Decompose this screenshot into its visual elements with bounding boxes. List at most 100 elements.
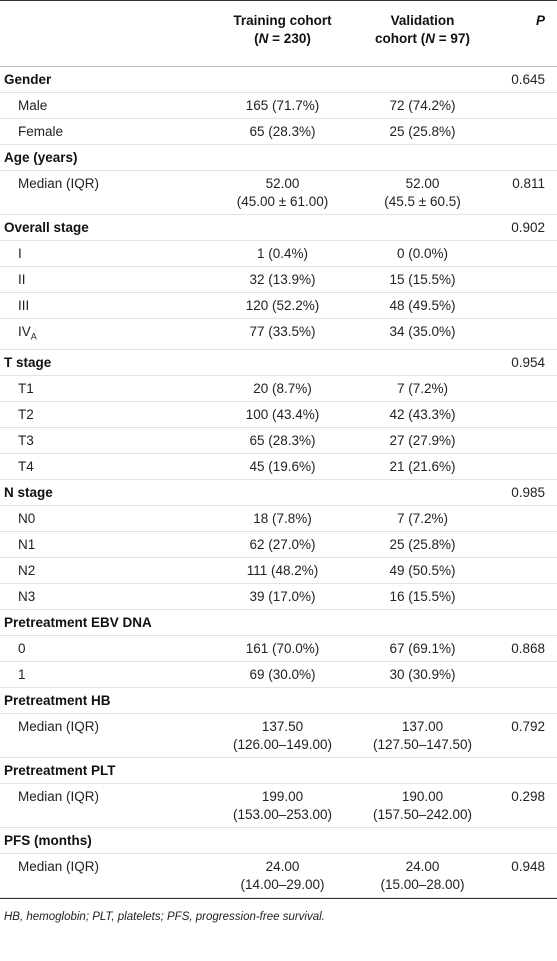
row-label: N2	[18, 562, 36, 578]
p-value	[490, 267, 557, 293]
cell-text: (127.50–147.50)	[372, 736, 473, 752]
header-cell: Training cohort (N = 230)	[210, 1, 355, 67]
data-row: I 1 (0.4%) 0 (0.0%)	[0, 241, 557, 267]
cell-text: 165 (71.7%)	[245, 98, 320, 113]
cell	[355, 609, 490, 635]
row-label: Female	[18, 124, 64, 139]
row-label: T3	[18, 432, 34, 448]
cell-text: 65 (28.3%)	[249, 124, 316, 139]
validation-cell: 49 (50.5%)	[355, 557, 490, 583]
row-label: T1	[18, 380, 34, 396]
cell	[355, 215, 490, 241]
cell-text: 65 (28.3%)	[249, 432, 316, 448]
cell-text: (45.5 ± 60.5)	[384, 194, 461, 209]
data-row: T2 100 (43.4%) 42 (43.3%)	[0, 401, 557, 428]
training-cell: 52.00 (45.00 ± 61.00)	[210, 171, 355, 215]
cell	[210, 215, 355, 241]
validation-cell: 34 (35.0%)	[355, 319, 490, 350]
row-label: 1	[18, 666, 26, 682]
cell-text: 48 (49.5%)	[389, 298, 456, 313]
cell-text: 34 (35.0%)	[389, 324, 456, 339]
section-row: N stage 0.985	[0, 479, 557, 506]
p-value: 0.645	[511, 72, 545, 87]
cell-text: 21 (21.6%)	[389, 458, 456, 474]
cell-text: 1 (0.4%)	[256, 246, 309, 261]
training-cell: 39 (17.0%)	[210, 583, 355, 609]
p-value	[490, 375, 557, 401]
section-title: Pretreatment HB	[4, 692, 111, 708]
validation-cell: 0 (0.0%)	[355, 241, 490, 267]
cell	[210, 349, 355, 375]
section-row: Overall stage 0.902	[0, 215, 557, 241]
p-value: 0.985	[511, 484, 545, 500]
cell-text: 52.00	[265, 176, 300, 191]
validation-cell: 25 (25.8%)	[355, 119, 490, 145]
validation-cell: 15 (15.5%)	[355, 267, 490, 293]
p-value	[490, 827, 557, 853]
cell-text: 120 (52.2%)	[245, 298, 320, 313]
training-cell: 24.00 (14.00–29.00)	[210, 853, 355, 897]
cell	[210, 479, 355, 505]
cell-text: 0 (0.0%)	[396, 246, 449, 261]
validation-cell: 7 (7.2%)	[355, 505, 490, 531]
data-row: II 32 (13.9%) 15 (15.5%)	[0, 267, 557, 293]
cell	[355, 757, 490, 783]
header-text: = 230)	[268, 31, 311, 46]
label-subscript: A	[30, 331, 37, 342]
validation-cell: 67 (69.1%)	[355, 635, 490, 661]
cell-text: 18 (7.8%)	[253, 510, 312, 526]
cell-text: 45 (19.6%)	[249, 458, 316, 474]
cell	[210, 687, 355, 713]
cell-text: (14.00–29.00)	[240, 876, 325, 892]
section-row: Pretreatment HB	[0, 687, 557, 714]
cell	[210, 67, 355, 93]
p-value: 0.948	[511, 858, 545, 874]
p-value	[490, 401, 557, 427]
section-title: Gender	[4, 72, 52, 87]
validation-cell: 21 (21.6%)	[355, 453, 490, 479]
cell-text: (126.00–149.00)	[232, 736, 333, 752]
p-value	[490, 319, 557, 350]
cell-text: 25 (25.8%)	[389, 124, 456, 139]
training-cell: 18 (7.8%)	[210, 505, 355, 531]
header-cell	[0, 1, 210, 67]
header-cell: Validation cohort (N = 97)	[355, 1, 490, 67]
p-value: 0.868	[511, 640, 545, 656]
section-row: Pretreatment PLT	[0, 757, 557, 784]
p-value: 0.811	[512, 176, 545, 191]
cell	[355, 479, 490, 505]
data-row: Median (IQR) 137.50 (126.00–149.00) 137.00 (…	[0, 713, 557, 758]
data-row: Median (IQR) 24.00 (14.00–29.00) 24.00 (15.0…	[0, 853, 557, 898]
cell-text: 24.00	[265, 858, 300, 874]
training-cell: 199.00 (153.00–253.00)	[210, 783, 355, 827]
cell-text: 100 (43.4%)	[245, 406, 320, 422]
data-row: III 120 (52.2%) 48 (49.5%)	[0, 293, 557, 319]
label-text: IV	[18, 324, 31, 339]
section-row: T stage 0.954	[0, 349, 557, 376]
p-value	[490, 453, 557, 479]
data-row: N1 62 (27.0%) 25 (25.8%)	[0, 531, 557, 558]
row-label: N1	[18, 536, 36, 552]
data-row: N2 111 (48.2%) 49 (50.5%)	[0, 557, 557, 584]
validation-cell: 137.00 (127.50–147.50)	[355, 713, 490, 757]
p-value	[490, 427, 557, 453]
cell-text: 49 (50.5%)	[389, 562, 456, 578]
header-text: P	[535, 13, 545, 28]
header-cell: P	[490, 1, 557, 67]
training-cell: 65 (28.3%)	[210, 427, 355, 453]
data-row: N3 39 (17.0%) 16 (15.5%)	[0, 583, 557, 610]
data-row: Male 165 (71.7%) 72 (74.2%)	[0, 93, 557, 119]
cell-text: 30 (30.9%)	[389, 666, 456, 682]
p-value: 0.902	[511, 220, 545, 235]
row-label: N0	[18, 510, 36, 526]
cell-text: (157.50–242.00)	[372, 806, 473, 822]
data-row: Female 65 (28.3%) 25 (25.8%)	[0, 119, 557, 145]
p-value	[490, 293, 557, 319]
training-cell: 100 (43.4%)	[210, 401, 355, 427]
validation-cell: 42 (43.3%)	[355, 401, 490, 427]
validation-cell: 7 (7.2%)	[355, 375, 490, 401]
cell-text: 199.00	[261, 788, 304, 804]
data-row: T1 20 (8.7%) 7 (7.2%)	[0, 375, 557, 402]
cell-text: 15 (15.5%)	[389, 272, 456, 287]
p-value	[490, 145, 557, 171]
